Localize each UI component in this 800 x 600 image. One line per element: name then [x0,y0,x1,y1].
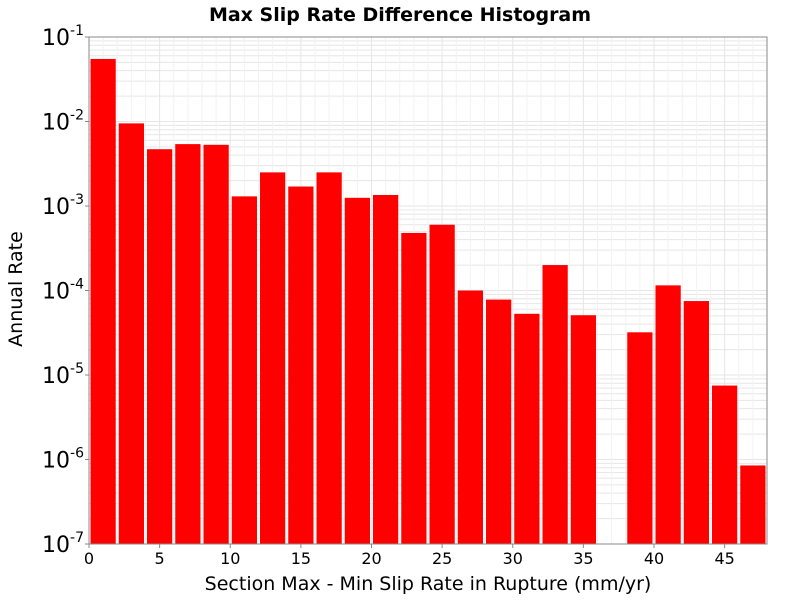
histogram-bar [288,186,314,544]
x-tick-label: 20 [361,549,381,568]
y-tick-label: 10-2 [42,108,84,136]
histogram-bar [344,197,370,545]
x-tick-label: 35 [573,549,593,568]
histogram-bar [486,299,512,544]
histogram-bar [627,332,653,544]
x-tick-label: 15 [291,549,311,568]
y-tick-label: 10-6 [42,446,84,474]
x-tick-label: 25 [432,549,452,568]
x-tick-label: 45 [714,549,734,568]
histogram-bar [260,172,286,544]
x-axis-ticks: 0 5 10 15 20 25 30 35 40 45 [84,544,735,568]
histogram-bar [542,265,568,544]
histogram-bar [429,224,455,544]
chart-title: Max Slip Rate Difference Histogram [209,4,591,26]
histogram-bar [683,301,709,544]
histogram-bar [457,290,483,544]
histogram-bar [401,232,427,544]
y-axis-ticks: 10-7 10-6 10-5 10-4 10-3 10-2 10-1 [42,23,89,558]
x-tick-label: 30 [503,549,523,568]
x-tick-label: 10 [220,549,240,568]
y-tick-label: 10-1 [42,23,84,51]
y-axis-label: Annual Rate [5,231,27,347]
y-tick-label: 10-3 [42,192,84,220]
y-tick-label: 10-7 [42,530,84,558]
bars [90,58,766,545]
y-tick-label: 10-4 [42,277,84,305]
x-tick-label: 0 [84,549,94,568]
histogram-bar [316,172,342,544]
histogram-bar [118,123,144,544]
histogram-bar [655,285,681,544]
y-tick-label: 10-5 [42,361,84,389]
histogram-bar [740,465,766,544]
histogram-bar [175,144,201,544]
histogram-bar [90,58,116,544]
x-tick-label: 5 [155,549,165,568]
histogram-bar [712,385,738,544]
histogram-bar [231,196,257,545]
histogram-bar [514,313,540,544]
x-tick-label: 40 [644,549,664,568]
histogram-bar [203,144,229,544]
histogram-bar [147,149,173,544]
histogram-bar [373,194,399,544]
histogram-bar [570,315,596,544]
x-axis-label: Section Max - Min Slip Rate in Rupture (… [205,573,652,595]
